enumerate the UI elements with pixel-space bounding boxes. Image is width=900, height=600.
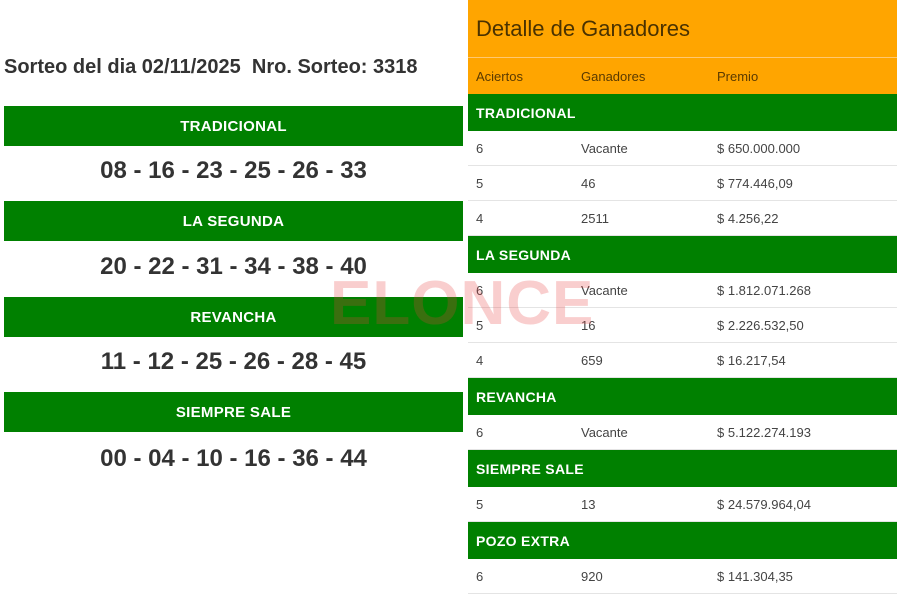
ganadores-cell: Vacante [581,282,628,298]
premio-cell: $ 2.226.532,50 [717,317,804,333]
table-row: 6 Vacante $ 650.000.000 [468,131,897,166]
winners-table: Detalle de Ganadores Aciertos Ganadores … [468,0,897,594]
section-header: POZO EXTRA [468,522,897,559]
ganadores-cell: 659 [581,352,603,368]
table-row: 6 Vacante $ 1.812.071.268 [468,273,897,308]
premio-cell: $ 24.579.964,04 [717,496,811,512]
game-header-siempre-sale: SIEMPRE SALE [4,392,463,432]
ganadores-cell: Vacante [581,424,628,440]
aciertos-cell: 4 [476,210,484,226]
table-row: 4 659 $ 16.217,54 [468,343,897,378]
table-row: 6 920 $ 141.304,35 [468,559,897,594]
aciertos-cell: 6 [476,568,484,584]
game-header-tradicional: TRADICIONAL [4,106,463,146]
premio-cell: $ 5.122.274.193 [717,424,811,440]
section-header: REVANCHA [468,378,897,415]
aciertos-cell: 5 [476,317,484,333]
ganadores-cell: 13 [581,496,596,512]
section-header: SIEMPRE SALE [468,450,897,487]
section-header: TRADICIONAL [468,94,897,131]
ganadores-cell: Vacante [581,140,628,156]
aciertos-cell: 5 [476,175,484,191]
numbers-la-segunda: 20 - 22 - 31 - 34 - 38 - 40 [100,253,367,280]
premio-cell: $ 4.256,22 [717,210,779,226]
table-row: 5 46 $ 774.446,09 [468,166,897,201]
table-row: 5 13 $ 24.579.964,04 [468,487,897,522]
game-header-revancha: REVANCHA [4,297,463,337]
column-header: Aciertos [476,68,523,84]
numbers-siempre-sale: 00 - 04 - 10 - 16 - 36 - 44 [100,445,367,472]
aciertos-cell: 4 [476,352,484,368]
aciertos-cell: 6 [476,282,484,298]
column-header: Ganadores [581,68,646,84]
premio-cell: $ 141.304,35 [717,568,793,584]
section-header: LA SEGUNDA [468,236,897,273]
ganadores-cell: 46 [581,175,596,191]
ganadores-cell: 920 [581,568,603,584]
numbers-revancha: 11 - 12 - 25 - 26 - 28 - 45 [100,348,367,375]
column-header: Premio [717,68,759,84]
ganadores-cell: 2511 [581,210,609,226]
aciertos-cell: 6 [476,424,484,440]
premio-cell: $ 16.217,54 [717,352,786,368]
winners-title: Detalle de Ganadores [468,0,897,58]
table-row: 5 16 $ 2.226.532,50 [468,308,897,343]
premio-cell: $ 774.446,09 [717,175,793,191]
aciertos-cell: 6 [476,140,484,156]
ganadores-cell: 16 [581,317,596,333]
numbers-tradicional: 08 - 16 - 23 - 25 - 26 - 33 [100,157,367,184]
table-header: Aciertos Ganadores Premio [468,58,897,94]
game-header-la-segunda: LA SEGUNDA [4,201,463,241]
aciertos-cell: 5 [476,496,484,512]
premio-cell: $ 650.000.000 [717,140,801,156]
table-row: 6 Vacante $ 5.122.274.193 [468,415,897,450]
draw-title: Sorteo del dia 02/11/2025 Nro. Sorteo: 3… [4,56,418,78]
table-row: 4 2511 $ 4.256,22 [468,201,897,236]
premio-cell: $ 1.812.071.268 [717,282,811,298]
